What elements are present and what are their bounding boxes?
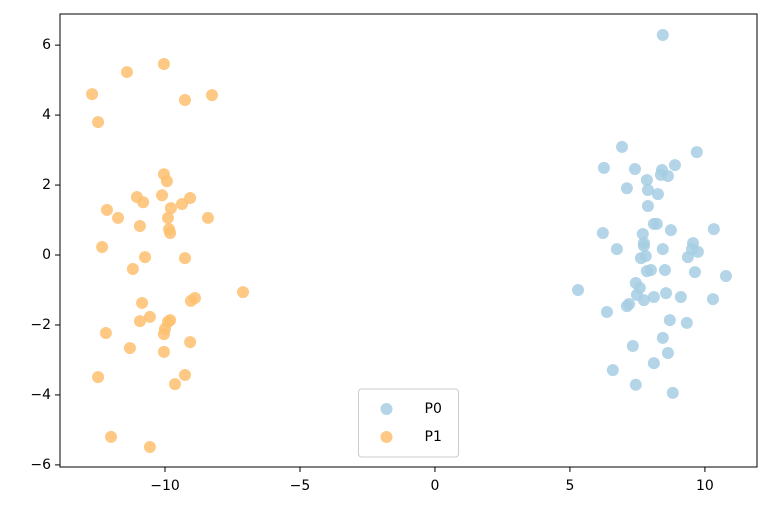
y-tick-label: −4: [30, 387, 51, 403]
point: [237, 286, 250, 299]
point: [178, 252, 191, 265]
point: [651, 188, 664, 201]
point: [666, 386, 679, 399]
point: [606, 364, 619, 377]
point: [664, 224, 677, 237]
point: [137, 196, 150, 209]
point: [178, 369, 191, 382]
point: [133, 315, 146, 328]
point: [596, 226, 609, 239]
point: [100, 203, 113, 216]
point: [184, 294, 197, 307]
point: [120, 66, 133, 79]
point: [641, 200, 654, 213]
legend-box: [358, 388, 459, 458]
point: [639, 250, 652, 263]
point: [157, 58, 170, 71]
point: [161, 211, 174, 224]
point: [160, 175, 173, 188]
point: [641, 183, 654, 196]
point: [656, 331, 669, 344]
point: [661, 346, 674, 359]
point: [572, 283, 585, 296]
point: [610, 243, 623, 256]
point: [640, 265, 653, 278]
point: [636, 228, 649, 241]
legend-label: P0: [425, 401, 442, 417]
point: [616, 140, 629, 153]
plot-frame: [59, 13, 758, 468]
legend-marker: [380, 403, 393, 415]
point: [133, 219, 146, 232]
point: [126, 263, 139, 276]
point: [139, 251, 152, 264]
point: [184, 336, 197, 349]
point: [620, 300, 633, 313]
point: [674, 290, 687, 303]
point: [620, 182, 633, 195]
point: [691, 245, 704, 258]
point: [143, 441, 156, 454]
point: [112, 211, 125, 224]
y-tick-label: 6: [42, 37, 51, 53]
point: [681, 251, 694, 264]
legend-label: P1: [425, 429, 442, 445]
point: [626, 339, 639, 352]
point: [92, 116, 105, 129]
y-tick-label: 2: [42, 177, 51, 193]
point: [719, 270, 732, 283]
x-tick-label: −10: [150, 478, 180, 494]
point: [688, 266, 701, 279]
point: [157, 345, 170, 358]
point: [658, 264, 671, 277]
point: [690, 146, 703, 159]
point: [640, 174, 653, 187]
x-tick-label: 0: [430, 478, 439, 494]
x-tick-label: 10: [696, 478, 714, 494]
point: [661, 169, 674, 182]
point: [650, 217, 663, 230]
point: [656, 28, 669, 41]
point: [92, 371, 105, 384]
point: [157, 328, 170, 341]
point: [123, 342, 136, 355]
point: [629, 378, 642, 391]
point: [184, 191, 197, 204]
legend-marker: [380, 431, 393, 443]
point: [99, 327, 112, 340]
y-tick-label: −6: [30, 457, 51, 473]
point: [647, 290, 660, 303]
point: [178, 94, 191, 107]
point: [597, 161, 610, 174]
point: [168, 378, 181, 391]
y-tick-label: 4: [42, 107, 51, 123]
point: [647, 357, 660, 370]
point: [706, 293, 719, 306]
point: [156, 189, 169, 202]
point: [663, 314, 676, 327]
point: [668, 159, 681, 172]
point: [105, 430, 118, 443]
point: [656, 243, 669, 256]
point: [96, 240, 109, 253]
point: [637, 239, 650, 252]
point: [164, 226, 177, 239]
point: [201, 211, 214, 224]
y-tick-label: 0: [42, 247, 51, 263]
point: [164, 202, 177, 215]
point: [86, 88, 99, 101]
point: [600, 306, 613, 319]
point: [628, 162, 641, 175]
x-tick-label: −5: [290, 478, 311, 494]
point: [680, 316, 693, 329]
point: [136, 296, 149, 309]
x-tick-label: 5: [565, 478, 574, 494]
y-tick-label: −2: [30, 317, 51, 333]
point: [143, 310, 156, 323]
point: [637, 294, 650, 307]
point: [205, 89, 218, 102]
point: [707, 223, 720, 236]
point: [660, 287, 673, 300]
